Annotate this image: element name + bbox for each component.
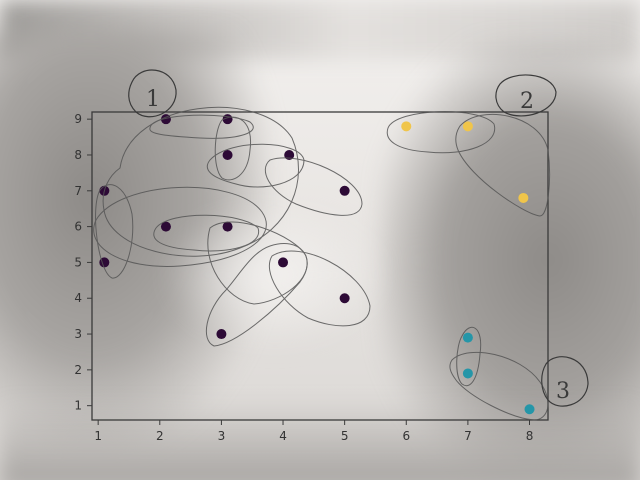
x-tick-label: 8 xyxy=(526,429,534,443)
y-tick-label: 5 xyxy=(74,255,82,269)
loop-teal-pair xyxy=(456,326,482,386)
y-tick-label: 2 xyxy=(74,363,82,377)
x-tick-label: 6 xyxy=(402,429,410,443)
x-tick-label: 1 xyxy=(94,429,102,443)
loop-wide-row xyxy=(93,186,267,267)
y-tick-label: 9 xyxy=(74,112,82,126)
scatter-point xyxy=(160,114,171,125)
y-axis: 1 2 3 4 5 6 7 8 9 xyxy=(74,112,92,413)
loop-vertical-pair xyxy=(214,116,252,181)
loop-teal-right xyxy=(449,351,549,421)
scatter-point xyxy=(222,221,233,232)
cluster-annotations: 1 2 3 xyxy=(128,69,589,407)
y-tick-label: 4 xyxy=(74,291,82,305)
scatter-point xyxy=(339,185,350,196)
data-points xyxy=(99,114,535,415)
x-axis: 1 2 3 4 5 6 7 8 xyxy=(94,420,533,443)
loop-lower-right xyxy=(268,250,371,327)
x-tick-label: 7 xyxy=(464,429,472,443)
scatter-point xyxy=(524,404,535,415)
scatter-point xyxy=(462,121,473,132)
scatter-point xyxy=(216,329,227,340)
svg-text:2: 2 xyxy=(520,89,534,114)
cluster-annotation-1: 1 xyxy=(128,69,177,118)
cluster-annotation-3: 3 xyxy=(541,356,589,407)
x-tick-label: 3 xyxy=(218,429,226,443)
loop-top-pair xyxy=(149,114,254,139)
scatter-point xyxy=(401,121,412,132)
x-tick-label: 5 xyxy=(341,429,349,443)
y-tick-label: 3 xyxy=(74,327,82,341)
x-tick-label: 4 xyxy=(279,429,287,443)
cluster-annotation-2: 2 xyxy=(495,74,557,117)
y-tick-label: 8 xyxy=(74,148,82,162)
svg-text:1: 1 xyxy=(146,87,160,112)
hand-drawn-loops xyxy=(93,106,551,421)
y-tick-label: 1 xyxy=(74,399,82,413)
loop-left-column xyxy=(95,184,134,279)
x-tick-label: 2 xyxy=(156,429,164,443)
scatter-point xyxy=(160,221,171,232)
scatter-point xyxy=(462,368,473,379)
loop-yellow-pair xyxy=(386,111,496,154)
loop-right-pair xyxy=(264,157,363,216)
loop-six-pair xyxy=(153,214,260,252)
scatter-point xyxy=(518,192,529,203)
y-tick-label: 7 xyxy=(74,184,82,198)
loop-diagonal xyxy=(207,221,308,305)
scatter-point xyxy=(462,332,473,343)
scatter-point xyxy=(222,149,233,160)
scatter-point xyxy=(339,293,350,304)
loop-middle-pair xyxy=(206,143,305,188)
loop-yellow-right xyxy=(455,113,551,217)
svg-text:3: 3 xyxy=(556,379,570,404)
loop-long-down xyxy=(205,243,308,347)
scatter-point xyxy=(278,257,289,268)
plot-frame xyxy=(91,111,549,421)
y-tick-label: 6 xyxy=(74,220,82,234)
